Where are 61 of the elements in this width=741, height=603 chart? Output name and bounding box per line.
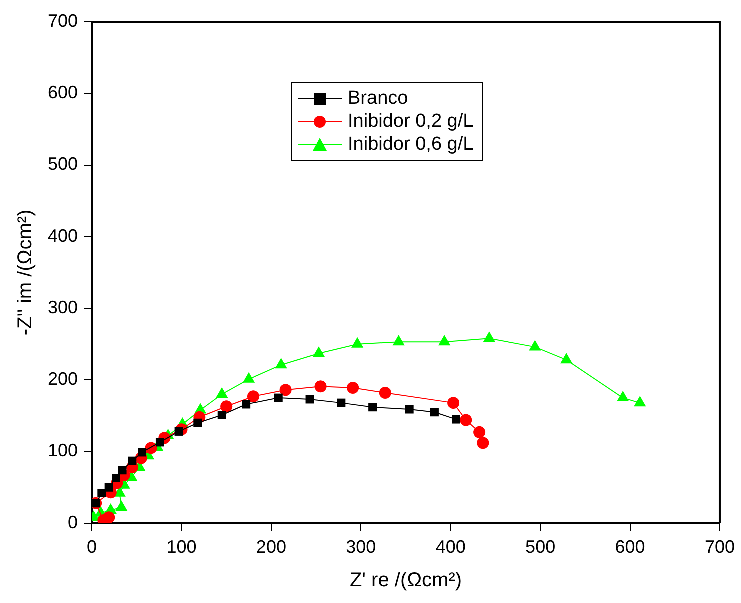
point xyxy=(280,384,292,396)
point xyxy=(242,400,251,409)
point xyxy=(405,405,414,414)
point xyxy=(218,411,226,420)
point xyxy=(156,438,164,447)
point xyxy=(138,448,147,457)
legend-label: Inibidor 0,2 g/L xyxy=(348,110,474,132)
point xyxy=(379,387,392,400)
point xyxy=(220,400,233,413)
x-tick-label: 200 xyxy=(256,537,286,558)
point xyxy=(392,335,405,346)
point xyxy=(216,387,228,398)
y-tick-label: 200 xyxy=(48,369,78,390)
point xyxy=(112,474,120,483)
point xyxy=(617,391,630,402)
y-axis-title: -Z'' im /(Ωcm²) xyxy=(14,210,37,336)
point xyxy=(118,466,127,475)
point xyxy=(529,340,542,351)
point xyxy=(314,380,327,393)
point xyxy=(634,396,646,407)
point xyxy=(337,398,346,408)
x-tick-label: 0 xyxy=(87,537,98,558)
x-tick-label: 700 xyxy=(704,537,736,558)
y-tick-label: 300 xyxy=(48,297,78,318)
point xyxy=(347,382,360,394)
point xyxy=(368,403,378,412)
point xyxy=(104,483,114,492)
point xyxy=(460,414,472,426)
point xyxy=(194,418,202,428)
point xyxy=(483,332,496,342)
y-tick-label: 100 xyxy=(48,440,78,461)
y-tick-label: 0 xyxy=(68,512,78,532)
point xyxy=(128,456,137,466)
x-tick-label: 100 xyxy=(166,537,197,558)
point xyxy=(452,415,460,424)
point xyxy=(477,437,490,450)
point xyxy=(430,408,439,417)
point xyxy=(352,337,364,348)
y-tick-label: 700 xyxy=(48,10,78,31)
x-axis-title: Z' re /(Ωcm²) xyxy=(350,570,462,592)
point xyxy=(98,489,106,498)
point xyxy=(248,390,260,403)
point xyxy=(438,335,451,346)
point xyxy=(306,395,314,404)
legend-label: Branco xyxy=(348,88,408,110)
point xyxy=(448,397,460,410)
point xyxy=(174,427,184,436)
point xyxy=(560,353,573,364)
legend-label: Inibidor 0,6 g/L xyxy=(348,134,474,156)
x-tick-label: 400 xyxy=(436,537,466,558)
point xyxy=(312,346,326,358)
x-tick-label: 600 xyxy=(615,537,646,558)
y-tick-label: 400 xyxy=(48,226,78,246)
x-tick-label: 500 xyxy=(526,537,556,558)
y-tick-label: 500 xyxy=(48,154,78,174)
x-tick-label: 300 xyxy=(346,537,376,558)
y-tick-label: 600 xyxy=(48,82,78,103)
point xyxy=(274,394,283,402)
point xyxy=(275,358,288,369)
point xyxy=(242,372,256,383)
point xyxy=(474,426,486,438)
